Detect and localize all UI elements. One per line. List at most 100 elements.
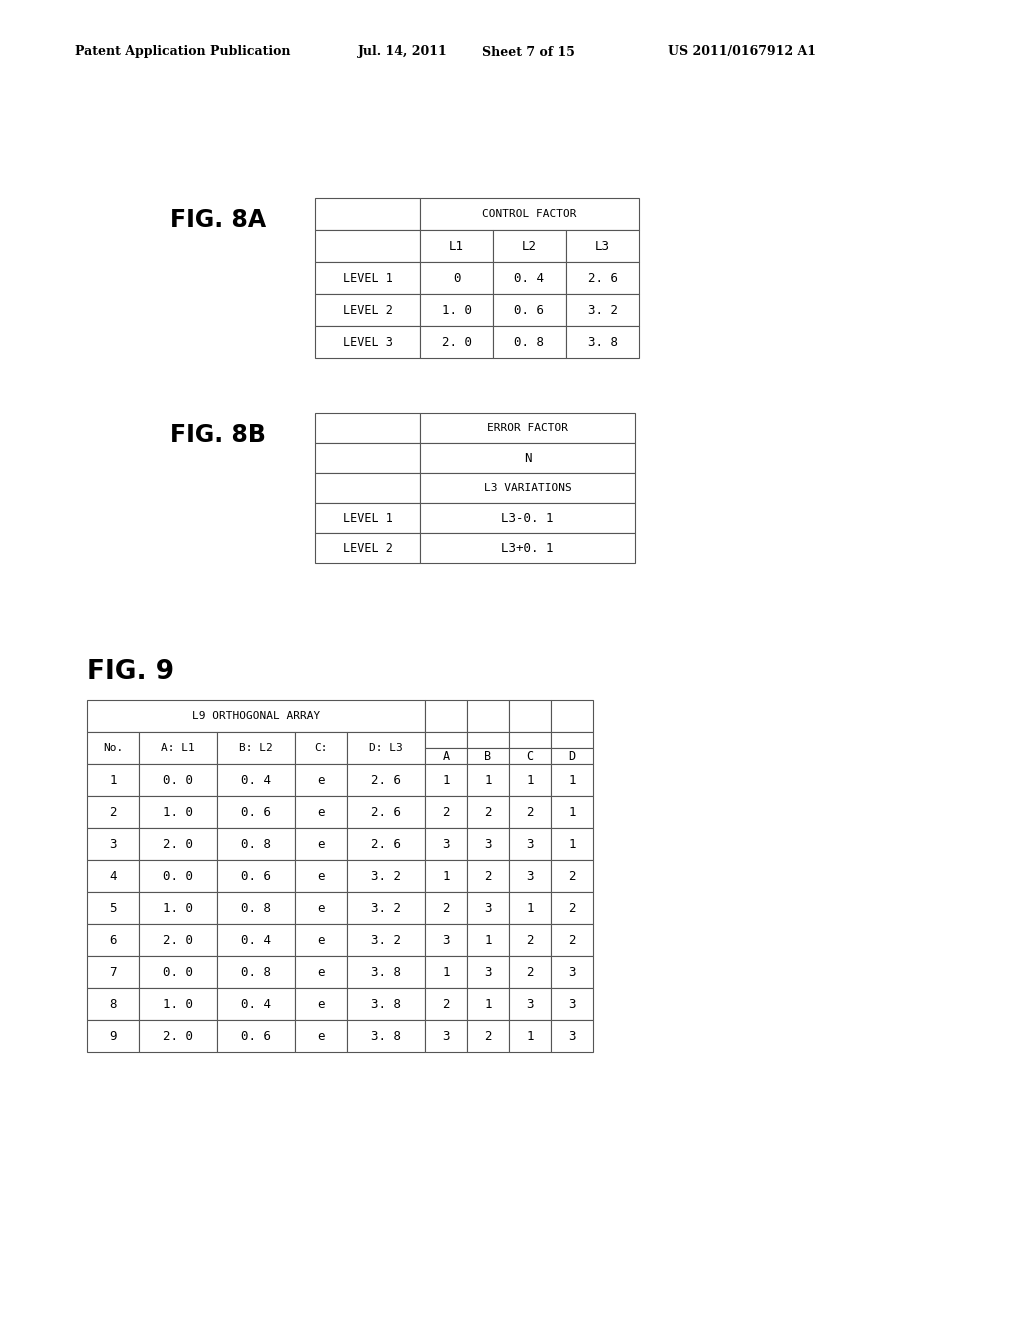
Bar [315,473,420,503]
Bar [315,230,420,261]
Bar [315,294,420,326]
Bar [425,733,467,748]
Text: 2: 2 [442,805,450,818]
Bar [87,700,425,733]
Text: A: A [442,750,450,763]
Bar [87,987,139,1020]
Text: 0: 0 [453,272,460,285]
Bar [347,956,425,987]
Text: A: L1: A: L1 [161,743,195,752]
Text: 3: 3 [484,965,492,978]
Text: 7: 7 [110,965,117,978]
Bar [295,796,347,828]
Bar [467,796,509,828]
Bar [315,533,420,564]
Bar [139,861,217,892]
Text: L2: L2 [522,239,537,252]
Text: 1: 1 [568,805,575,818]
Text: 1. 0: 1. 0 [163,998,193,1011]
Text: 2: 2 [484,870,492,883]
Bar [467,764,509,796]
Text: 4: 4 [110,870,117,883]
Text: 2: 2 [526,933,534,946]
Text: 2. 0: 2. 0 [441,335,471,348]
Text: e: e [317,870,325,883]
Bar [509,700,551,733]
Text: 3: 3 [442,933,450,946]
Text: CONTROL FACTOR: CONTROL FACTOR [482,209,577,219]
Bar [347,987,425,1020]
Text: Sheet 7 of 15: Sheet 7 of 15 [482,45,574,58]
Bar [87,764,139,796]
Text: 3: 3 [526,837,534,850]
Bar [509,828,551,861]
Bar [217,1020,295,1052]
Bar [295,924,347,956]
Bar [347,733,425,764]
Text: 1: 1 [110,774,117,787]
Bar [509,892,551,924]
Bar [420,533,635,564]
Bar [551,1020,593,1052]
Bar [420,473,635,503]
Text: B: L2: B: L2 [240,743,272,752]
Text: 0. 0: 0. 0 [163,774,193,787]
Text: L3-0. 1: L3-0. 1 [502,511,554,524]
Text: e: e [317,902,325,915]
Bar [425,828,467,861]
Text: L3 VARIATIONS: L3 VARIATIONS [483,483,571,492]
Bar [295,861,347,892]
Text: 0. 8: 0. 8 [241,902,271,915]
Text: LEVEL 3: LEVEL 3 [343,335,392,348]
Text: 5: 5 [110,902,117,915]
Text: 3. 8: 3. 8 [371,1030,401,1043]
Bar [425,861,467,892]
Text: 2: 2 [568,870,575,883]
Text: 3: 3 [568,1030,575,1043]
Bar [425,796,467,828]
Text: e: e [317,1030,325,1043]
Text: 3: 3 [568,965,575,978]
Bar [551,764,593,796]
Text: 9: 9 [110,1030,117,1043]
Text: 0. 4: 0. 4 [241,933,271,946]
Text: 1: 1 [442,870,450,883]
Text: 1. 0: 1. 0 [163,805,193,818]
Text: 2. 6: 2. 6 [588,272,617,285]
Text: FIG. 9: FIG. 9 [87,659,174,685]
Bar [87,892,139,924]
Bar [509,764,551,796]
Bar [566,261,639,294]
Bar [315,503,420,533]
Bar [295,892,347,924]
Bar [551,861,593,892]
Text: 2: 2 [442,902,450,915]
Text: LEVEL 2: LEVEL 2 [343,541,392,554]
Text: 2: 2 [526,965,534,978]
Text: e: e [317,933,325,946]
Bar [425,956,467,987]
Text: 2. 6: 2. 6 [371,805,401,818]
Bar [509,861,551,892]
Bar [315,444,420,473]
Bar [566,326,639,358]
Bar [551,987,593,1020]
Bar [347,892,425,924]
Bar [87,861,139,892]
Bar [139,1020,217,1052]
Text: 3: 3 [568,998,575,1011]
Bar [420,294,493,326]
Bar [467,861,509,892]
Text: L1: L1 [449,239,464,252]
Bar [551,796,593,828]
Bar [217,764,295,796]
Text: e: e [317,998,325,1011]
Bar [139,828,217,861]
Bar [493,261,566,294]
Text: 2: 2 [568,902,575,915]
Text: 2. 6: 2. 6 [371,837,401,850]
Bar [315,413,420,444]
Bar [347,828,425,861]
Text: 1: 1 [484,933,492,946]
Text: 2. 6: 2. 6 [371,774,401,787]
